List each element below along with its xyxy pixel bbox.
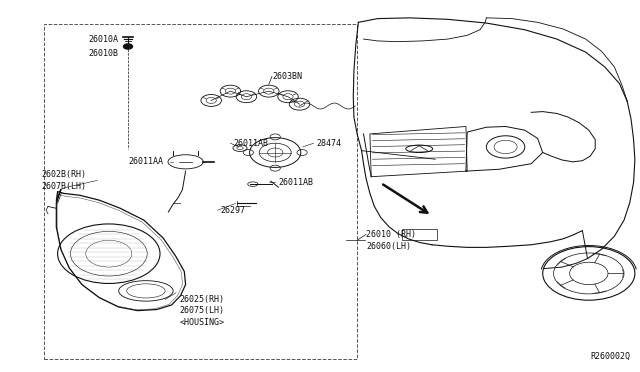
Text: 2603BN: 2603BN [272,72,302,81]
Text: 26011AA: 26011AA [128,157,163,166]
Text: 26010B: 26010B [88,49,118,58]
Text: 26060(LH): 26060(LH) [366,242,411,251]
Text: R260002Q: R260002Q [590,352,630,361]
Text: 28474: 28474 [317,139,342,148]
Text: 2602B(RH): 2602B(RH) [42,170,86,179]
Text: 26011AB: 26011AB [234,139,269,148]
Text: 26075(LH): 26075(LH) [179,306,224,315]
Bar [44,24,357,359]
Circle shape [124,44,132,49]
Text: 2607B(LH): 2607B(LH) [42,182,86,191]
Bar [402,229,437,240]
Text: 26011AB: 26011AB [278,178,314,187]
Text: 26025(RH): 26025(RH) [179,295,224,304]
Text: <HOUSING>: <HOUSING> [179,318,224,327]
Text: 26010A: 26010A [88,35,118,44]
Text: 26010 (RH): 26010 (RH) [366,230,416,239]
Text: 26297: 26297 [221,206,246,215]
